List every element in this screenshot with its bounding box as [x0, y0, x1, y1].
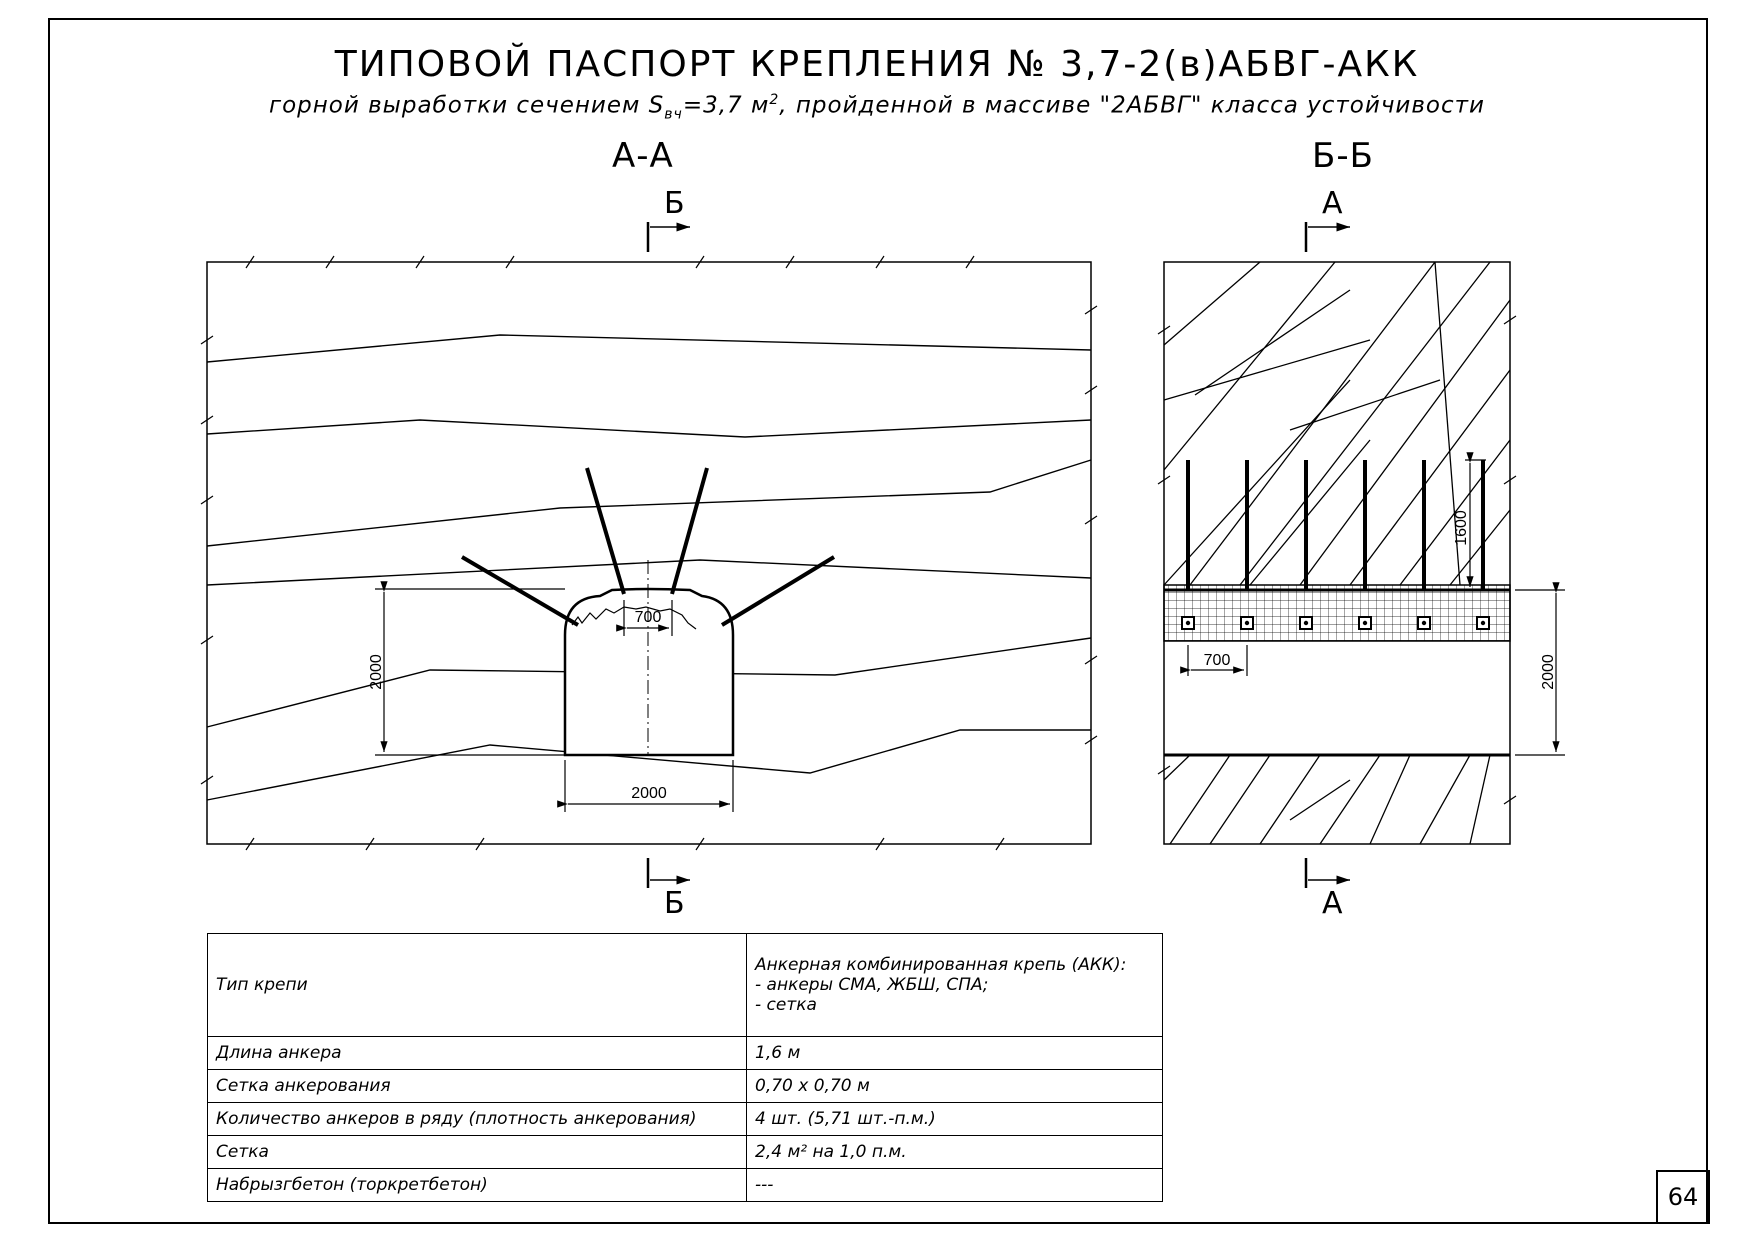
table-row: Тип крепи Анкерная комбинированная крепь… — [207, 933, 1163, 1037]
spec-param: Длина анкера — [207, 1036, 747, 1070]
spec-value: 0,70 х 0,70 м — [746, 1069, 1163, 1103]
table-row: Длина анкера 1,6 м — [207, 1036, 1163, 1070]
spec-value-line: Анкерная комбинированная крепь (АКК): — [755, 955, 1127, 975]
spec-param: Набрызгбетон (торкретбетон) — [207, 1168, 747, 1202]
table-row: Количество анкеров в ряду (плотность анк… — [207, 1102, 1163, 1136]
cut-mark-top-a-letter: А — [1322, 186, 1343, 221]
section-bb-floor-hatching — [1163, 754, 1491, 845]
subtitle-mid: =3,7 м — [682, 92, 770, 119]
section-aa-strata-lines — [206, 334, 1092, 801]
section-aa-drawing — [200, 222, 1098, 888]
spec-value-line: - анкеры СМА, ЖБШ, СПА; — [755, 975, 989, 995]
section-aa-break-marks — [200, 255, 1098, 851]
cut-mark-bottom-a-letter: А — [1322, 886, 1343, 921]
subtitle-before: горной выработки сечением S — [269, 92, 665, 119]
bb-anchor-dim: 1600 — [1453, 510, 1470, 546]
aa-height-dim: 2000 — [368, 654, 385, 690]
section-bb-break-marks — [1157, 315, 1517, 805]
section-aa-cut-marks — [646, 222, 690, 888]
spec-value: 4 шт. (5,71 шт.-п.м.) — [746, 1102, 1163, 1136]
table-row: Набрызгбетон (торкретбетон) --- — [207, 1168, 1163, 1202]
anchor-rod — [585, 467, 626, 595]
table-row: Сетка 2,4 м² на 1,0 п.м. — [207, 1135, 1163, 1169]
section-aa-anchors — [460, 467, 836, 627]
aa-spacing-dim: 700 — [635, 609, 662, 626]
spec-value: --- — [746, 1168, 1163, 1202]
spec-param: Сетка — [207, 1135, 747, 1169]
section-bb-rock-hatching — [1163, 261, 1511, 586]
subtitle-after: , пройденной в массиве "2АБВГ" класса ус… — [779, 92, 1485, 119]
spec-value-line: - сетка — [755, 995, 817, 1015]
spec-param: Тип крепи — [207, 933, 747, 1037]
spec-table-body: Тип крепи Анкерная комбинированная крепь… — [207, 933, 1163, 1202]
subtitle-sup: 2 — [769, 92, 780, 108]
section-bb-title: Б-Б — [1312, 136, 1374, 176]
section-bb-boundary — [1163, 261, 1511, 845]
section-bb-cut-marks — [1304, 222, 1350, 888]
anchor-rod — [460, 555, 580, 627]
page-number: 64 — [1656, 1170, 1710, 1224]
cut-mark-bottom-b-letter: Б — [664, 886, 685, 921]
spec-param: Количество анкеров в ряду (плотность анк… — [207, 1102, 747, 1136]
anchor-rod — [720, 555, 836, 627]
section-aa-dim-labels: 2000 2000 700 — [368, 609, 667, 802]
section-bb-drawing — [1157, 222, 1565, 888]
anchor-rod — [670, 467, 709, 595]
section-bb-dim-labels: 2000 700 1600 — [1204, 510, 1557, 690]
section-aa-title: А-А — [612, 136, 674, 176]
spec-value: Анкерная комбинированная крепь (АКК): - … — [746, 933, 1163, 1037]
cut-mark-top-b-letter: Б — [664, 186, 685, 221]
spec-table: Тип крепи Анкерная комбинированная крепь… — [207, 933, 1163, 1202]
section-aa-dimensions — [375, 581, 734, 812]
page-subtitle: горной выработки сечением Sвч=3,7 м2, пр… — [0, 92, 1754, 122]
section-bb-dimensions — [1180, 452, 1565, 756]
page-title: ТИПОВОЙ ПАСПОРТ КРЕПЛЕНИЯ № 3,7-2(в)АБВГ… — [334, 44, 1420, 85]
section-aa-boundary — [206, 261, 1092, 845]
bb-height-dim: 2000 — [1540, 654, 1557, 690]
mesh-band — [1163, 584, 1511, 642]
bb-spacing-dim: 700 — [1204, 652, 1231, 669]
section-bb-anchors — [1186, 460, 1485, 590]
spec-param: Сетка анкерования — [207, 1069, 747, 1103]
drawing-frame — [48, 18, 1708, 1224]
subtitle-sub: вч — [664, 106, 683, 123]
table-row: Сетка анкерования 0,70 х 0,70 м — [207, 1069, 1163, 1103]
spec-value: 1,6 м — [746, 1036, 1163, 1070]
aa-width-dim: 2000 — [631, 785, 667, 802]
spec-value: 2,4 м² на 1,0 п.м. — [746, 1135, 1163, 1169]
